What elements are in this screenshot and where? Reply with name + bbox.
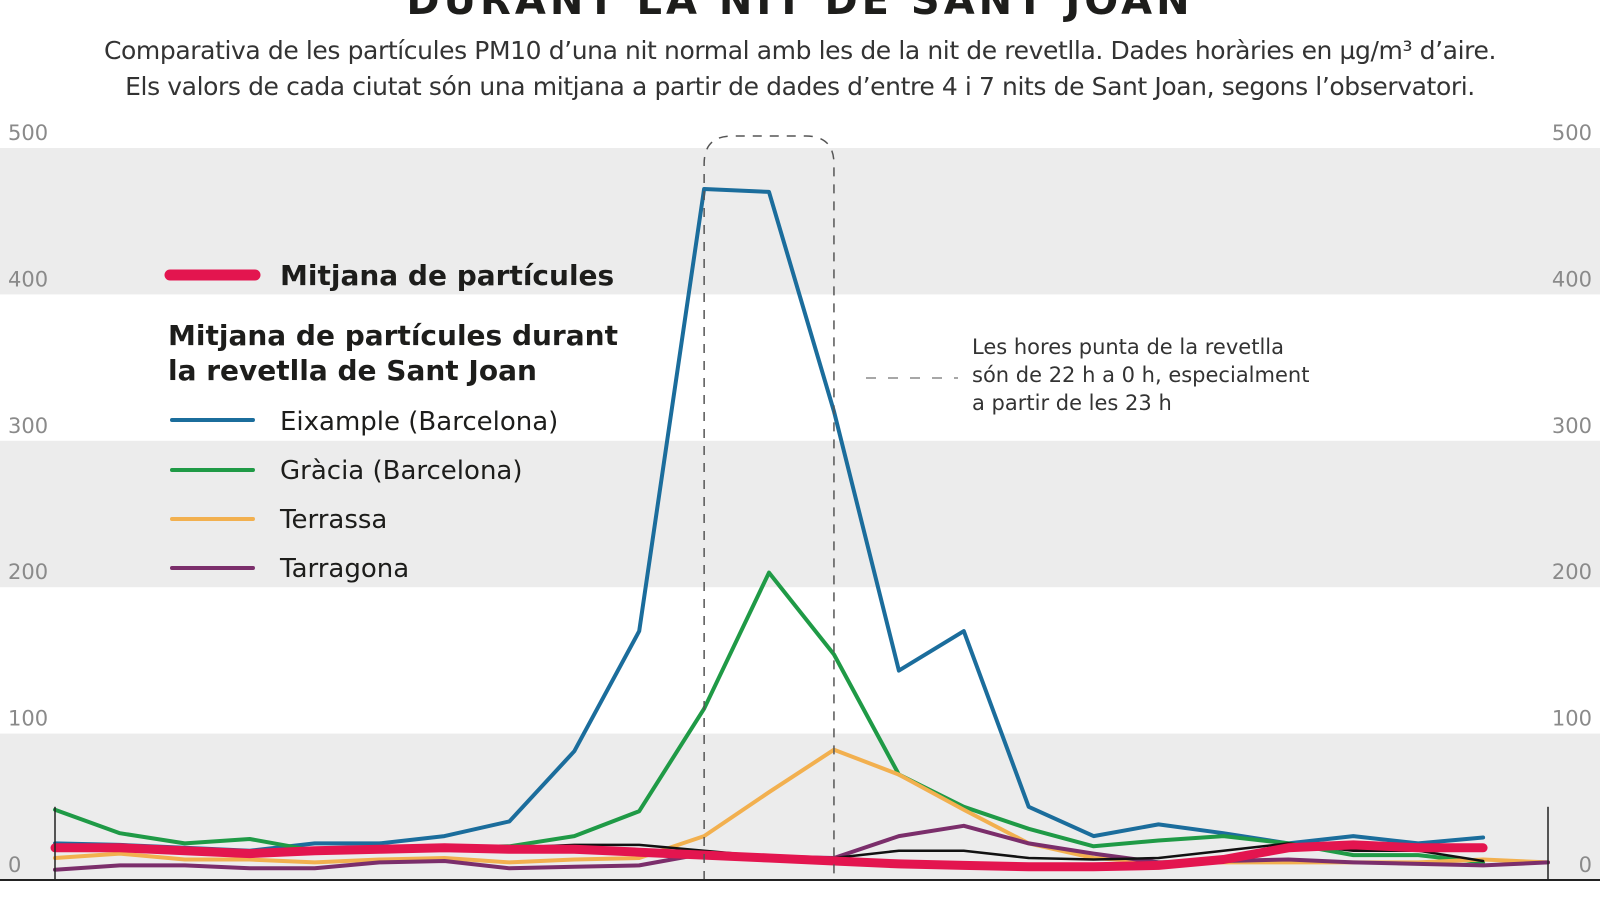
chart-subtitle-line-2: Els valors de cada ciutat són una mitjan… (125, 72, 1475, 101)
legend-group-title-line-2: la revetlla de Sant Joan (168, 354, 537, 387)
legend-label-gracia: Gràcia (Barcelona) (280, 456, 523, 486)
series-line-terrassa (53, 747, 1550, 865)
y-tick-label-right: 200 (1552, 560, 1592, 584)
highlight-box (703, 135, 835, 880)
chart-title: DURANT LA NIT DE SANT JOAN (406, 0, 1194, 24)
series-lines (50, 187, 1550, 872)
highlight-dashed-box (703, 135, 835, 880)
annotation-line-1: Les hores punta de la revetlla (972, 335, 1284, 359)
y-tick-label-left: 500 (8, 121, 48, 145)
y-axis-right: 0 100 200 300 400 500 (1552, 121, 1592, 877)
legend-label-eixample: Eixample (Barcelona) (280, 407, 558, 437)
annotation: Les hores punta de la revetlla són de 22… (866, 335, 1309, 415)
annotation-line-2: són de 22 h a 0 h, especialment (972, 363, 1309, 387)
grid-band (0, 440, 1600, 588)
legend: Mitjana de partícules Mitjana de partícu… (164, 259, 618, 584)
legend-label-tarragona: Tarragona (279, 554, 409, 584)
y-tick-label-left: 400 (8, 267, 48, 291)
y-tick-label-right: 0 (1579, 853, 1592, 877)
y-tick-label-right: 500 (1552, 121, 1592, 145)
x-axis (0, 806, 1600, 881)
series-line-mitjana-de-particules (50, 840, 1488, 872)
annotation-line-3: a partir de les 23 h (972, 391, 1172, 415)
y-tick-label-left: 200 (8, 560, 48, 584)
y-tick-label-right: 300 (1552, 414, 1592, 438)
y-tick-label-right: 100 (1552, 707, 1592, 731)
y-tick-label-right: 400 (1552, 267, 1592, 291)
series-line-gracia-barcelona (53, 570, 1486, 865)
legend-label-terrassa: Terrassa (279, 505, 387, 535)
chart-subtitle-line-1: Comparativa de les partícules PM10 d’una… (103, 36, 1497, 65)
legend-group-title-line-1: Mitjana de partícules durant (168, 319, 618, 352)
y-tick-label-left: 100 (8, 707, 48, 731)
grid-band (0, 148, 1600, 295)
y-tick-label-left: 300 (8, 414, 48, 438)
legend-label-average: Mitjana de partícules (280, 259, 614, 292)
y-axis-left: 0 100 200 300 400 500 (8, 121, 48, 877)
y-tick-label-left: 0 (8, 853, 21, 877)
